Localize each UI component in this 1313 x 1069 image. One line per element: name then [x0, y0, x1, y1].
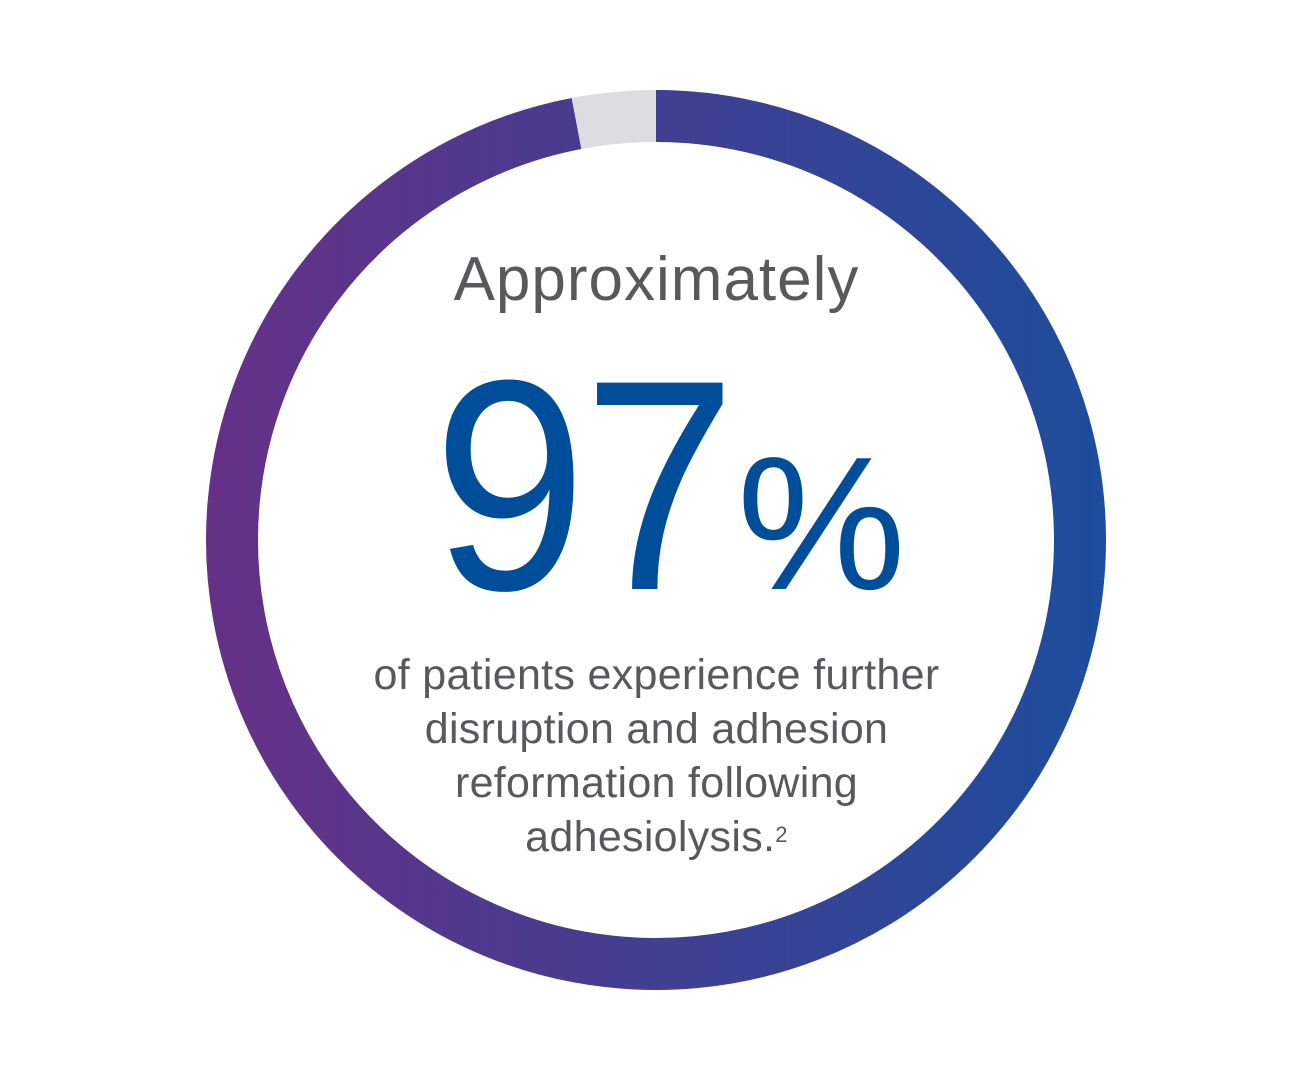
- footnote-marker: 2: [775, 822, 788, 847]
- stat-unit: %: [736, 418, 906, 630]
- description-line: of patients experience further: [373, 651, 940, 699]
- donut-slice-remainder: [571, 90, 657, 150]
- description-line-last: adhesiolysis.2: [0, 810, 1313, 864]
- stat-number: 97: [433, 317, 736, 653]
- stat-description: of patients experience further disruptio…: [0, 648, 1313, 864]
- description-line: disruption and adhesion: [424, 705, 889, 753]
- donut-slice-filled: [206, 90, 1106, 990]
- intro-label: Approximately: [453, 245, 860, 314]
- description-line: reformation following: [454, 759, 859, 807]
- stat-value: 97%: [0, 330, 1313, 640]
- description-last-text: adhesiolysis.: [525, 813, 776, 861]
